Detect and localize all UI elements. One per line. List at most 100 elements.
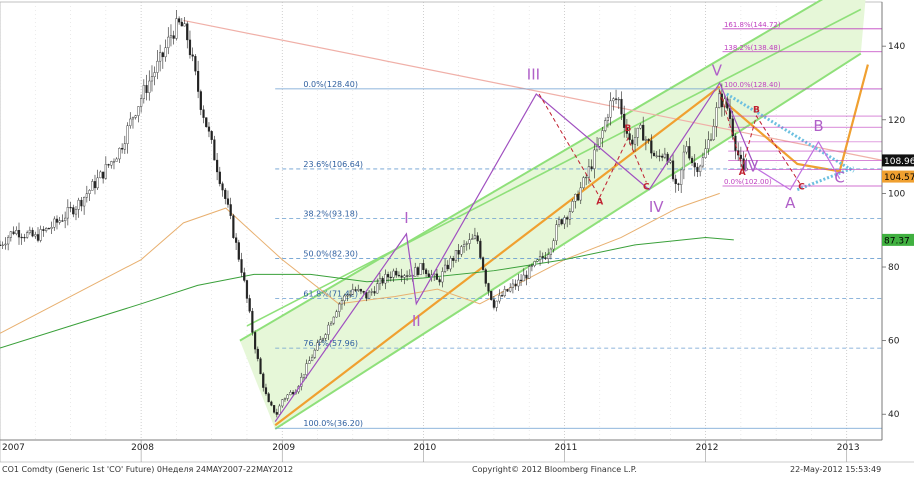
candle-body bbox=[511, 283, 515, 288]
candle-body bbox=[536, 259, 539, 262]
abc-correction-1 bbox=[538, 93, 647, 199]
candle-body bbox=[376, 283, 379, 294]
candle-body bbox=[454, 250, 458, 261]
fib-level-label: 100.0%(36.20) bbox=[303, 419, 363, 428]
candle-body bbox=[229, 204, 232, 216]
candle-body bbox=[707, 139, 710, 149]
candle-body bbox=[674, 178, 677, 185]
fib-level-label: 76.4%(57.96) bbox=[303, 339, 358, 348]
candle-body bbox=[99, 171, 102, 179]
candle-body bbox=[55, 218, 59, 223]
candle-body bbox=[576, 194, 580, 201]
candle-body bbox=[207, 126, 211, 132]
candle-body bbox=[4, 243, 7, 246]
candle-body bbox=[742, 158, 745, 171]
candle-body bbox=[739, 154, 742, 159]
candle-body bbox=[661, 155, 664, 158]
candle-body bbox=[384, 274, 387, 284]
candle-body bbox=[544, 257, 547, 259]
candle-body bbox=[183, 23, 186, 27]
candle-body bbox=[601, 130, 604, 139]
candle-body bbox=[83, 197, 86, 207]
candle-body bbox=[587, 166, 591, 178]
candle-body bbox=[188, 39, 192, 56]
candle-body bbox=[340, 300, 344, 305]
correction-label: C bbox=[643, 183, 650, 193]
y-tick-label: 40 bbox=[888, 410, 900, 420]
candle-body bbox=[408, 274, 411, 277]
candle-body bbox=[381, 278, 384, 284]
candle-body bbox=[574, 194, 577, 202]
candle-body bbox=[373, 291, 376, 294]
candle-body bbox=[519, 279, 523, 282]
candle-body bbox=[1, 244, 4, 246]
moving-average-2 bbox=[0, 237, 734, 349]
y-tick-label: 140 bbox=[888, 42, 905, 52]
candle-body bbox=[685, 146, 688, 153]
candle-body bbox=[468, 239, 471, 244]
candle-body bbox=[42, 229, 45, 231]
candle-body bbox=[61, 220, 64, 222]
candle-body bbox=[235, 237, 238, 243]
candle-body bbox=[441, 271, 444, 283]
candle-body bbox=[0, 244, 2, 246]
correction-label: B bbox=[753, 105, 760, 115]
candle-body bbox=[232, 215, 235, 238]
moving-averages bbox=[0, 192, 734, 349]
candle-body bbox=[663, 153, 666, 158]
candle-body bbox=[405, 275, 409, 277]
wave-label: B bbox=[813, 117, 823, 135]
candle-body bbox=[525, 274, 528, 279]
candle-body bbox=[503, 289, 506, 297]
candle-body bbox=[348, 294, 352, 296]
price-tag-label: 87.37 bbox=[884, 236, 910, 246]
candle-body bbox=[479, 240, 482, 258]
candle-body bbox=[259, 358, 262, 375]
candle-body bbox=[267, 393, 270, 403]
x-tick-label: 2011 bbox=[554, 443, 577, 453]
candle-body bbox=[346, 294, 349, 297]
moving-average-1 bbox=[0, 192, 720, 334]
candle-body bbox=[300, 376, 303, 387]
candle-body bbox=[680, 169, 683, 185]
candle-body bbox=[69, 207, 72, 209]
y-tick-label: 60 bbox=[888, 337, 900, 347]
footer: CO1 Comdty (Generic 1st 'CO' Future) 0Не… bbox=[0, 464, 914, 477]
candle-body bbox=[161, 52, 164, 58]
candle-body bbox=[50, 227, 53, 229]
candle-body bbox=[324, 334, 327, 339]
candle-body bbox=[237, 242, 240, 260]
candle-body bbox=[310, 357, 314, 361]
candle-body bbox=[709, 139, 713, 141]
candle-body bbox=[476, 235, 479, 242]
candle-body bbox=[172, 35, 175, 39]
price-tag bbox=[882, 170, 914, 183]
candle-body bbox=[264, 387, 268, 394]
candle-body bbox=[582, 177, 585, 189]
candle-body bbox=[34, 234, 37, 237]
candle-body bbox=[639, 124, 642, 129]
candle-body bbox=[251, 310, 254, 333]
fib-level-label: 38.2%(93.18) bbox=[303, 209, 358, 218]
candle-body bbox=[547, 254, 550, 259]
candle-body bbox=[625, 127, 628, 134]
candle-body bbox=[699, 165, 702, 172]
candle-body bbox=[58, 220, 61, 223]
candle-body bbox=[169, 35, 173, 38]
candle-body bbox=[66, 207, 69, 219]
candle-body bbox=[221, 183, 224, 191]
candle-body bbox=[329, 322, 333, 326]
y-tick-label: 100 bbox=[888, 189, 905, 199]
candle-body bbox=[9, 231, 12, 238]
candle-body bbox=[530, 265, 534, 267]
candle-body bbox=[560, 219, 563, 225]
candle-body bbox=[197, 70, 200, 92]
candle-body bbox=[156, 60, 159, 73]
candle-body bbox=[471, 238, 474, 240]
candle-body bbox=[416, 267, 420, 275]
channel-mid-line bbox=[246, 8, 862, 327]
candle-body bbox=[335, 311, 338, 318]
candle-body bbox=[359, 289, 363, 292]
candle-body bbox=[538, 256, 542, 260]
candle-body bbox=[457, 250, 460, 255]
